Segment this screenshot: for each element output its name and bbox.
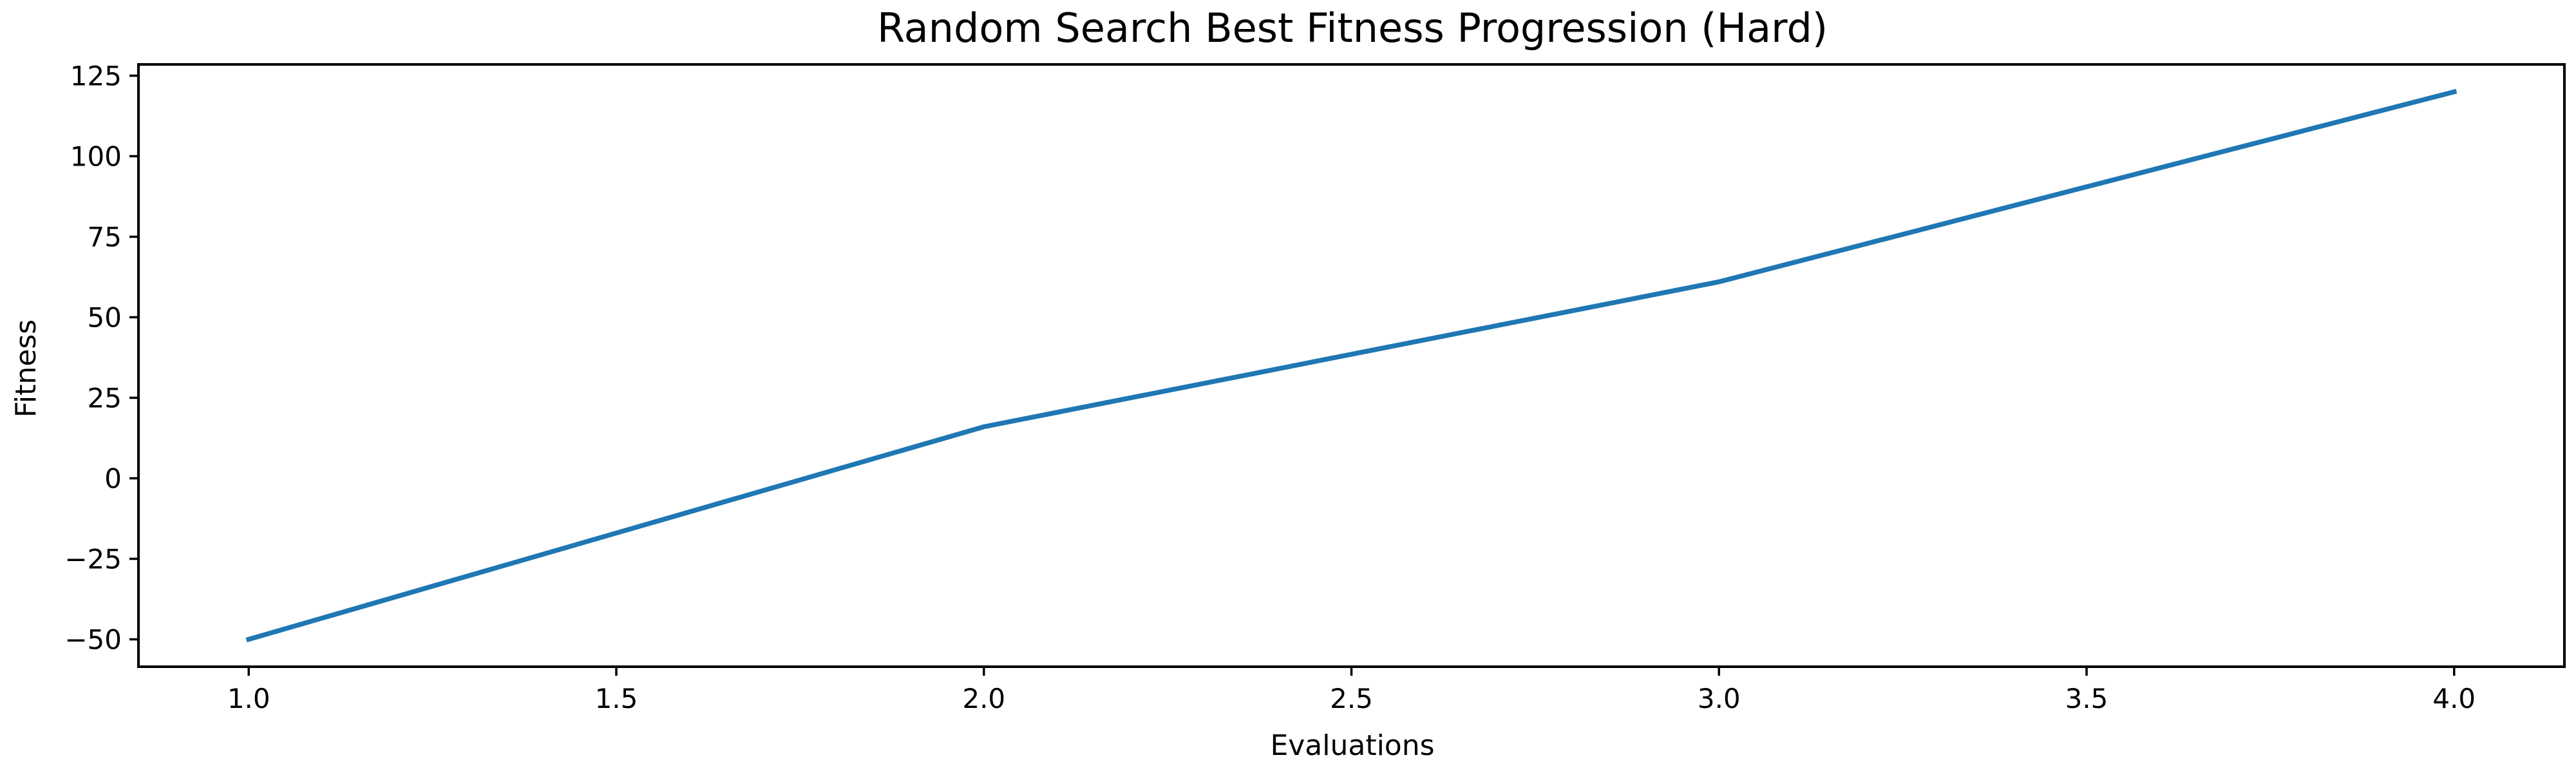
x-tick-label: 1.5	[595, 683, 638, 714]
y-tick-label: 50	[88, 302, 122, 334]
x-tick-label: 3.0	[1698, 683, 1741, 714]
y-tick-label: 125	[70, 61, 122, 92]
chart-title: Random Search Best Fitness Progression (…	[877, 5, 1828, 52]
y-axis: −50 −25 0 25 50 75 100 125	[64, 61, 138, 656]
y-tick-label: 100	[70, 141, 122, 173]
plot-frame	[137, 63, 2566, 668]
series-layer	[245, 88, 2458, 643]
x-tick-label: 4.0	[2432, 683, 2476, 714]
y-axis-label: Fitness	[10, 320, 43, 417]
x-tick-label: 2.5	[1330, 683, 1373, 714]
y-tick-label: −50	[64, 624, 122, 656]
x-tick-label: 3.5	[2065, 683, 2108, 714]
y-tick-label: 25	[88, 383, 122, 414]
x-tick-label: 1.0	[227, 683, 270, 714]
x-axis: 1.0 1.5 2.0 2.5 3.0 3.5 4.0	[227, 667, 2476, 714]
x-tick-label: 2.0	[962, 683, 1005, 714]
y-tick-label: −25	[64, 544, 122, 575]
y-tick-label: 0	[104, 463, 122, 495]
series-line-0	[245, 88, 2458, 643]
y-tick-label: 75	[88, 222, 122, 253]
x-axis-label: Evaluations	[1270, 729, 1434, 762]
